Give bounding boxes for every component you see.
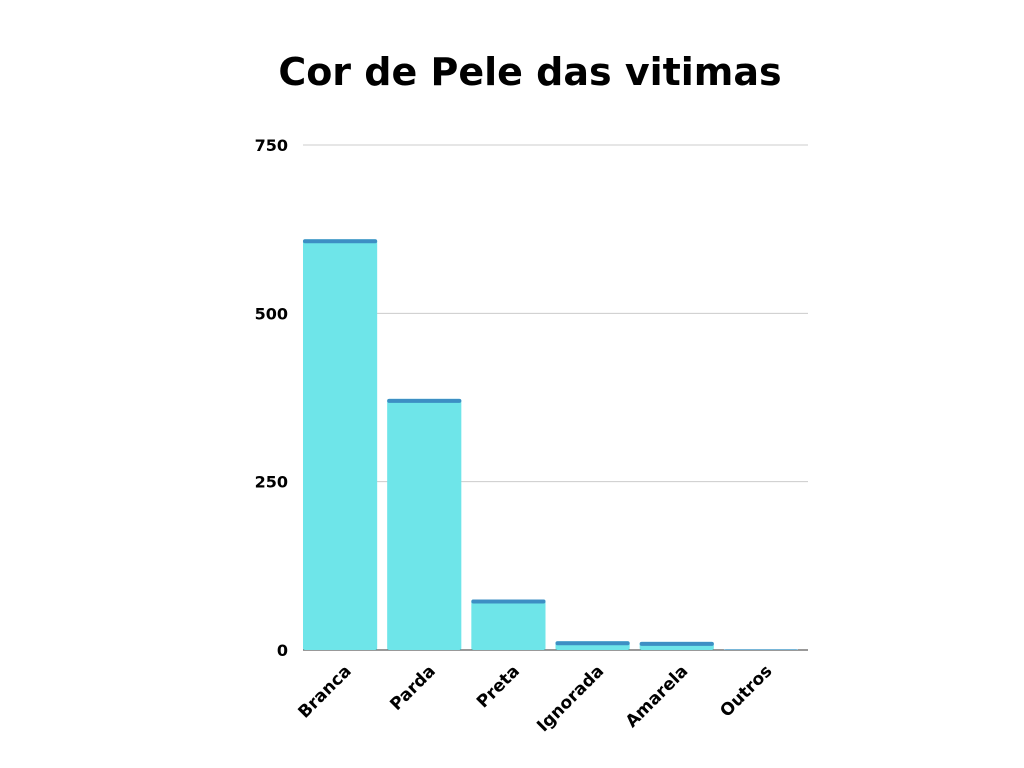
chart-title: Cor de Pele das vitimas bbox=[278, 50, 782, 94]
x-category-label: Amarela bbox=[622, 661, 692, 731]
bar-cap bbox=[387, 398, 462, 403]
y-tick-label: 750 bbox=[255, 136, 288, 155]
y-tick-label: 500 bbox=[255, 304, 288, 323]
x-category-label: Branca bbox=[294, 661, 355, 722]
bar-body bbox=[471, 599, 546, 650]
bar-ignorada bbox=[555, 641, 630, 650]
y-tick-label: 250 bbox=[255, 473, 288, 492]
bar-branca bbox=[303, 239, 378, 650]
x-axis-categories: Branca Parda Preta Ignorada Amarela Outros bbox=[294, 661, 776, 736]
x-category-label: Outros bbox=[716, 661, 776, 721]
bar-outros bbox=[723, 649, 798, 650]
x-category-label: Parda bbox=[386, 661, 439, 714]
bar-cap bbox=[723, 649, 798, 650]
gridlines bbox=[303, 144, 808, 651]
bar-cap bbox=[303, 239, 378, 244]
bars bbox=[303, 239, 798, 650]
bar-body bbox=[303, 239, 378, 650]
bar-amarela bbox=[639, 641, 714, 650]
bar-preta bbox=[471, 599, 546, 650]
bar-cap bbox=[471, 599, 546, 604]
x-category-label: Preta bbox=[473, 661, 524, 712]
bar-body bbox=[387, 398, 462, 650]
bar-cap bbox=[639, 641, 714, 646]
bar-parda bbox=[387, 398, 462, 650]
bar-cap bbox=[555, 641, 630, 646]
x-category-label: Ignorada bbox=[533, 661, 608, 736]
y-tick-label: 0 bbox=[277, 641, 288, 660]
y-axis-ticks: 0 250 500 750 bbox=[255, 136, 288, 660]
